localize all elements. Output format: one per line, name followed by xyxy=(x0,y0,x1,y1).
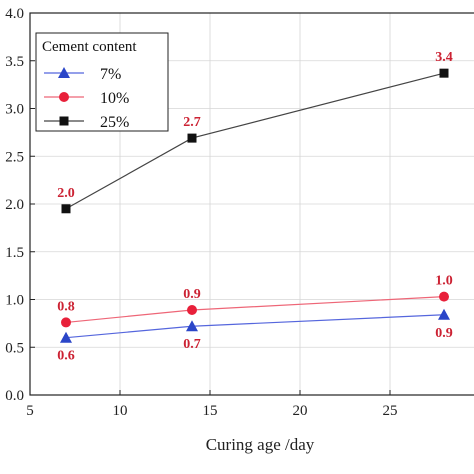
legend-marker xyxy=(59,92,69,102)
series-line xyxy=(65,314,445,339)
legend: Cement content 7% 10% 25% xyxy=(35,32,169,132)
data-point xyxy=(438,308,450,320)
data-point xyxy=(439,68,449,78)
data-label: 0.6 xyxy=(57,349,75,364)
legend-item: 25% xyxy=(44,114,129,131)
data-label: 3.4 xyxy=(435,50,453,65)
x-tick-label: 10 xyxy=(113,403,128,419)
data-label: 0.7 xyxy=(183,337,201,352)
legend-title: Cement content xyxy=(42,39,137,55)
series-10%: 0.8 0.9 1.0 xyxy=(57,274,453,328)
series-25%: 2.0 2.7 3.4 xyxy=(57,50,453,214)
legend-label: 7% xyxy=(100,66,121,83)
x-axis-title: Curing age /day xyxy=(206,435,315,454)
data-label: 2.7 xyxy=(183,115,201,130)
x-tick-label: 25 xyxy=(383,403,398,419)
data-label: 0.9 xyxy=(183,287,201,302)
legend-marker xyxy=(59,116,69,126)
y-tick-label: 2.0 xyxy=(5,197,24,213)
data-point xyxy=(61,317,71,328)
data-point xyxy=(61,204,71,214)
series-7%: 0.6 0.7 0.9 xyxy=(57,308,453,364)
legend-item: 7% xyxy=(44,66,121,83)
y-tick-label: 4.0 xyxy=(5,6,24,22)
data-point xyxy=(439,291,449,302)
data-label: 1.0 xyxy=(435,274,453,289)
plot-frame xyxy=(29,12,474,396)
legend-label: 10% xyxy=(100,90,129,107)
x-tick-label: 5 xyxy=(26,403,34,419)
data-label: 0.9 xyxy=(435,326,453,341)
y-tick-label: 1.5 xyxy=(5,245,24,261)
data-label: 0.8 xyxy=(57,299,75,314)
legend-box xyxy=(35,32,169,132)
series-layer: 0.6 0.7 0.9 0.8 0.9 1.0 2.0 2.7 3.4 xyxy=(57,50,453,364)
axis-ticks: 0.0 0.5 1.0 1.5 2.0 2.5 3.0 3.5 4.0 5 10 15 20 25 xyxy=(5,6,397,419)
y-tick-label: 0.5 xyxy=(5,340,24,356)
data-label: 2.0 xyxy=(57,186,75,201)
x-tick-label: 15 xyxy=(203,403,218,419)
y-tick-label: 2.5 xyxy=(5,149,24,165)
data-point xyxy=(186,320,198,332)
series-line xyxy=(65,296,445,324)
x-tick-label: 20 xyxy=(293,403,308,419)
y-tick-label: 0.0 xyxy=(5,388,24,404)
data-point xyxy=(187,133,197,143)
data-point xyxy=(187,305,197,316)
legend-label: 25% xyxy=(100,114,129,131)
legend-marker xyxy=(58,67,70,78)
legend-item: 10% xyxy=(44,90,129,107)
y-tick-label: 3.5 xyxy=(5,54,24,70)
y-tick-label: 3.0 xyxy=(5,102,24,118)
y-tick-label: 1.0 xyxy=(5,293,24,309)
data-point xyxy=(60,331,72,343)
